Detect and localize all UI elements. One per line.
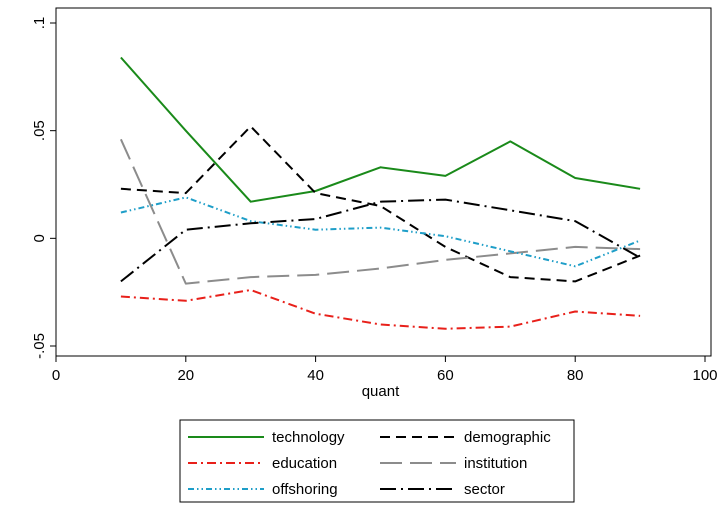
y-tick-label: .05 <box>31 120 48 141</box>
x-tick-label: 100 <box>692 367 717 384</box>
plot-area <box>55 7 712 357</box>
series-line-institution <box>119 138 641 285</box>
x-tick-label: 0 <box>52 367 60 384</box>
y-tick-label: .1 <box>31 17 48 30</box>
y-tick-label: -.05 <box>31 333 48 359</box>
y-axis: -.05 0 .05 .1 <box>31 17 56 359</box>
series-lines <box>119 56 641 330</box>
x-tick-label: 40 <box>307 367 324 384</box>
legend-label-offshoring: offshoring <box>272 481 338 498</box>
legend-label-sector: sector <box>464 481 505 498</box>
x-axis-title: quant <box>362 383 400 400</box>
x-tick-label: 20 <box>177 367 194 384</box>
legend-label-institution: institution <box>464 455 527 472</box>
x-tick-label: 60 <box>437 367 454 384</box>
series-line-demographic <box>120 125 641 283</box>
legend-label-education: education <box>272 455 337 472</box>
legend: technology demographic education institutio… <box>179 419 575 503</box>
series-line-technology <box>120 56 641 203</box>
plot-border <box>55 7 712 357</box>
legend-label-technology: technology <box>272 429 345 446</box>
x-tick-label: 80 <box>567 367 584 384</box>
legend-label-demographic: demographic <box>464 429 551 446</box>
series-line-education <box>120 289 641 330</box>
series-line-offshoring <box>120 196 641 268</box>
x-axis: 0 20 40 60 80 100 <box>52 355 718 384</box>
y-tick-label: 0 <box>31 234 48 242</box>
series-line-sector <box>120 198 641 283</box>
